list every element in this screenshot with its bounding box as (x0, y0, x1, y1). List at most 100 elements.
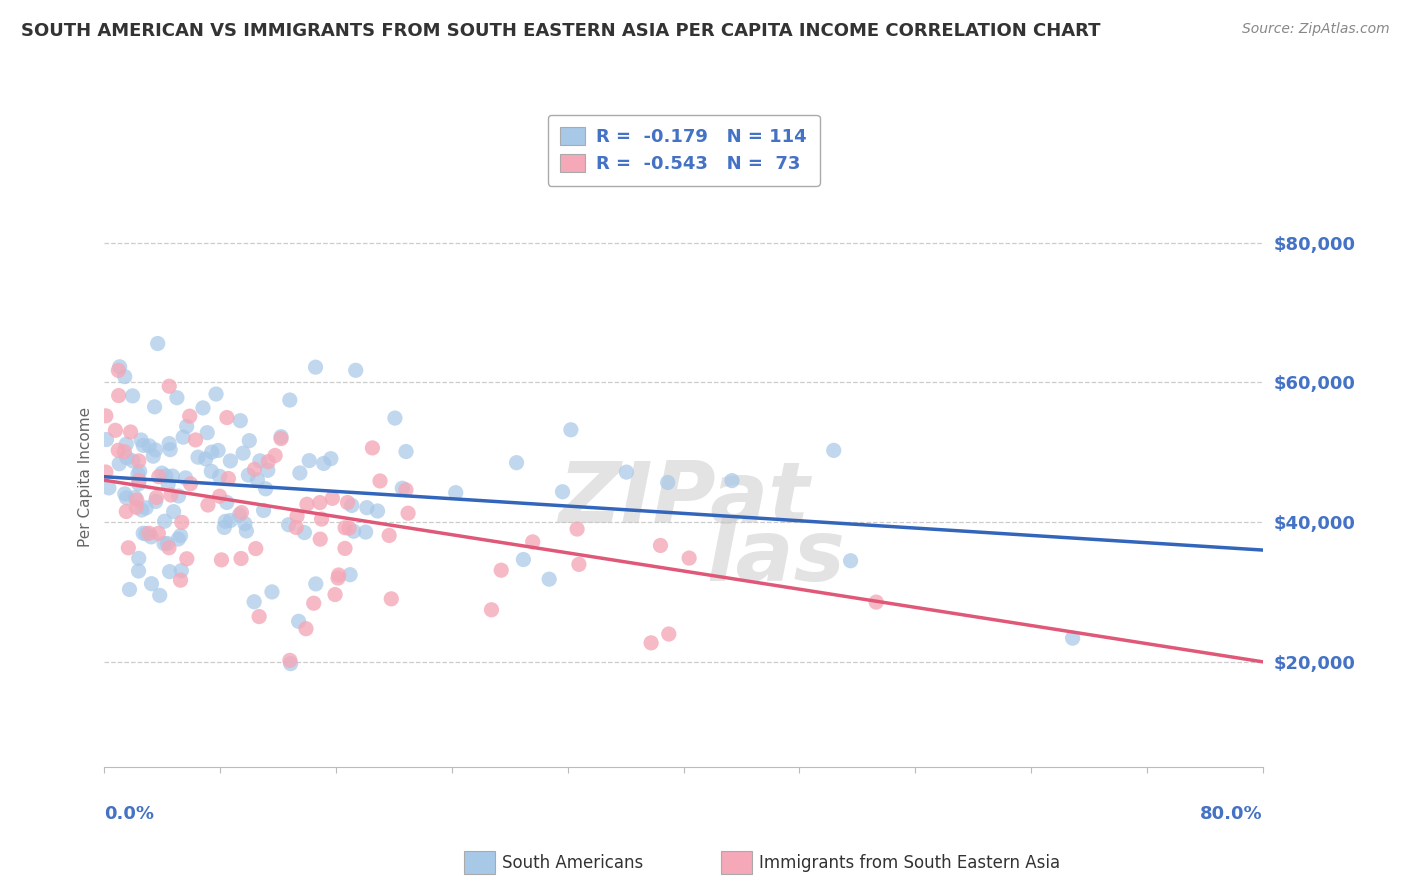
Point (169, 529, 191, 543)
Point (249, 454, 271, 468)
Point (107, 443, 129, 458)
Point (138, 526, 160, 541)
Point (207, 443, 229, 458)
Point (160, 488, 183, 502)
Point (114, 369, 136, 384)
Point (148, 469, 170, 483)
Point (157, 541, 180, 555)
Point (391, 481, 413, 495)
Point (260, 585, 283, 599)
Point (678, 551, 700, 566)
Point (243, 462, 266, 476)
Point (356, 500, 378, 515)
Point (217, 471, 239, 485)
Point (551, 484, 574, 499)
Point (157, 477, 180, 491)
Point (132, 438, 155, 452)
Point (162, 505, 184, 519)
Point (328, 568, 350, 582)
Point (132, 526, 155, 541)
Point (333, 541, 356, 556)
Point (238, 468, 260, 483)
Point (229, 414, 252, 428)
Point (231, 506, 253, 520)
Point (167, 532, 190, 546)
Point (538, 572, 561, 586)
Point (143, 400, 166, 414)
Point (145, 442, 167, 457)
Point (302, 596, 325, 610)
Point (319, 451, 342, 466)
Point (257, 455, 280, 469)
Point (396, 506, 419, 520)
Point (444, 485, 467, 500)
Point (340, 499, 363, 513)
Text: Source: ZipAtlas.com: Source: ZipAtlas.com (1241, 22, 1389, 37)
Point (128, 474, 150, 488)
Point (141, 576, 163, 591)
Point (823, 443, 845, 458)
Point (287, 615, 309, 629)
Point (285, 520, 308, 534)
Point (131, 503, 153, 517)
Point (560, 423, 582, 437)
Point (650, 538, 672, 552)
Point (170, 564, 193, 578)
Point (326, 571, 349, 585)
Point (339, 567, 361, 582)
Point (384, 411, 406, 425)
Point (309, 495, 332, 509)
Point (127, 467, 149, 482)
Point (125, 493, 148, 508)
Point (128, 564, 150, 578)
Point (97, 481, 120, 495)
Point (229, 551, 252, 566)
Point (219, 514, 242, 528)
Point (361, 441, 384, 455)
Point (128, 476, 150, 491)
Point (128, 464, 150, 478)
Point (270, 430, 292, 444)
Point (153, 536, 176, 550)
Point (121, 389, 143, 403)
Point (395, 444, 418, 458)
Point (277, 517, 299, 532)
Point (309, 532, 332, 546)
Point (256, 463, 278, 477)
Point (721, 474, 744, 488)
Point (208, 489, 231, 503)
Point (295, 497, 318, 511)
Point (312, 457, 335, 471)
Point (214, 514, 236, 528)
Point (115, 437, 138, 451)
Point (657, 475, 679, 490)
Point (191, 401, 214, 415)
Point (298, 453, 321, 467)
Text: SOUTH AMERICAN VS IMMIGRANTS FROM SOUTH EASTERN ASIA PER CAPITA INCOME CORRELATI: SOUTH AMERICAN VS IMMIGRANTS FROM SOUTH … (21, 22, 1101, 40)
Point (156, 536, 179, 550)
Text: Immigrants from South Eastern Asia: Immigrants from South Eastern Asia (759, 854, 1060, 871)
Point (288, 466, 311, 480)
Point (336, 495, 359, 509)
Point (179, 409, 201, 424)
Point (142, 449, 165, 463)
Point (153, 514, 176, 528)
Text: ZIPat: ZIPat (558, 458, 810, 541)
Point (107, 388, 129, 402)
Text: 0.0%: 0.0% (104, 805, 155, 823)
Point (323, 588, 346, 602)
Point (108, 457, 131, 471)
Point (243, 595, 266, 609)
Point (128, 551, 150, 566)
Point (184, 433, 207, 447)
Point (568, 558, 591, 572)
Point (94, 465, 117, 479)
Point (145, 494, 167, 508)
Point (228, 508, 250, 522)
Text: South Americans: South Americans (502, 854, 643, 871)
Point (200, 464, 222, 478)
Point (252, 503, 274, 517)
Point (194, 451, 217, 466)
Point (254, 482, 277, 496)
Point (395, 483, 418, 497)
